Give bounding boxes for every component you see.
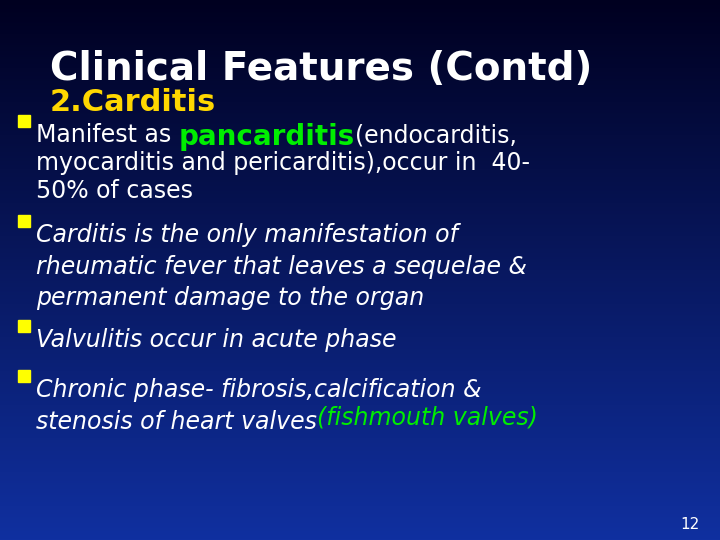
Text: (fishmouth valves): (fishmouth valves) <box>317 406 538 430</box>
Text: 50% of cases: 50% of cases <box>36 179 193 203</box>
Bar <box>18 215 30 227</box>
Text: Valvulitis occur in acute phase: Valvulitis occur in acute phase <box>36 328 397 352</box>
Bar <box>18 370 30 382</box>
Text: Manifest as: Manifest as <box>36 123 179 147</box>
Text: Chronic phase- fibrosis,calcification &
stenosis of heart valves: Chronic phase- fibrosis,calcification & … <box>36 378 482 434</box>
Bar <box>18 320 30 332</box>
Text: 12: 12 <box>680 517 700 532</box>
Text: myocarditis and pericarditis),occur in  40-: myocarditis and pericarditis),occur in 4… <box>36 151 530 175</box>
Text: Clinical Features (Contd): Clinical Features (Contd) <box>50 50 593 88</box>
Text: pancarditis: pancarditis <box>179 123 355 151</box>
Text: (endocarditis,: (endocarditis, <box>355 123 517 147</box>
Bar <box>18 115 30 127</box>
Text: Carditis is the only manifestation of
rheumatic fever that leaves a sequelae &
p: Carditis is the only manifestation of rh… <box>36 223 527 310</box>
Text: 2.Carditis: 2.Carditis <box>50 88 216 117</box>
